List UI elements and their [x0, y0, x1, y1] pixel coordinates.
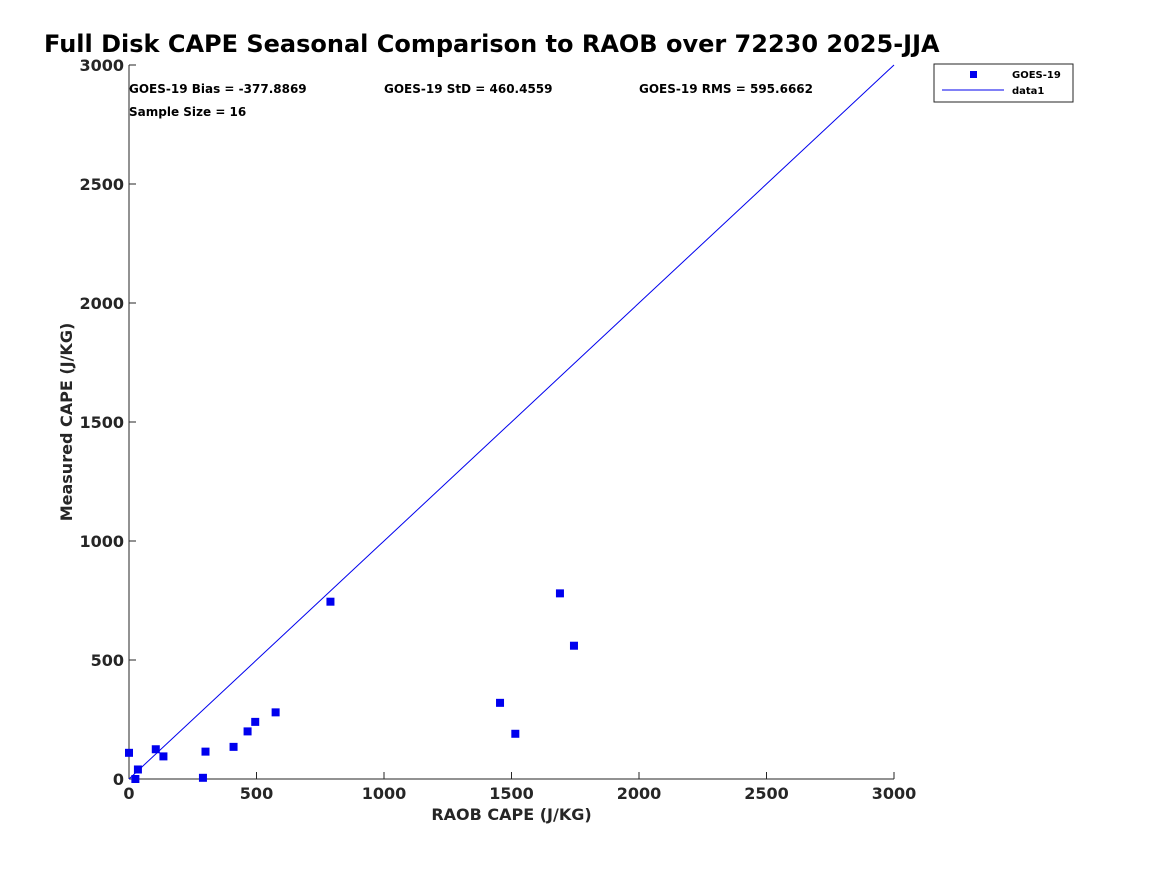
- x-tick-label: 0: [123, 784, 134, 803]
- series-line-data1: [128, 64, 895, 780]
- stat-bias: GOES-19 Bias = -377.8869: [129, 82, 307, 96]
- y-tick-label: 2000: [79, 294, 124, 313]
- y-tick-label: 1000: [79, 532, 124, 551]
- stat-rms: GOES-19 RMS = 595.6662: [639, 82, 813, 96]
- data-point: [243, 727, 252, 736]
- x-tick-label: 2500: [744, 784, 789, 803]
- plot-area: [125, 64, 895, 783]
- data-point: [198, 773, 207, 782]
- y-axis-label: Measured CAPE (J/KG): [57, 323, 76, 522]
- stat-sample-size: Sample Size = 16: [129, 105, 246, 119]
- data-point: [271, 708, 280, 717]
- data-point: [229, 742, 238, 751]
- data-point: [555, 589, 564, 598]
- legend-marker-square: [970, 71, 977, 78]
- legend: GOES-19 data1: [933, 63, 1074, 103]
- stat-std: GOES-19 StD = 460.4559: [384, 82, 553, 96]
- data-point: [496, 698, 505, 707]
- y-tick-label: 500: [91, 651, 124, 670]
- y-tick-label: 3000: [79, 56, 124, 75]
- legend-label-goes19: GOES-19: [1012, 70, 1061, 81]
- data-point: [569, 641, 578, 650]
- data-point: [125, 748, 133, 757]
- x-tick-label: 3000: [872, 784, 917, 803]
- data-point: [511, 729, 520, 738]
- ticks: 0 500 1000 1500 2000 2500 3000 0 500 1000 1500 2000…: [79, 56, 916, 803]
- data-point: [159, 752, 168, 761]
- y-tick-label: 2500: [79, 175, 124, 194]
- x-tick-label: 1500: [489, 784, 534, 803]
- chart-title: Full Disk CAPE Seasonal Comparison to RA…: [44, 30, 940, 58]
- y-tick-label: 1500: [79, 413, 124, 432]
- x-axis-label: RAOB CAPE (J/KG): [431, 805, 591, 824]
- data-point: [151, 745, 160, 754]
- x-tick-label: 500: [240, 784, 273, 803]
- y-tick-label: 0: [113, 770, 124, 789]
- x-tick-label: 2000: [617, 784, 662, 803]
- data-point: [251, 717, 260, 726]
- data-point: [133, 765, 142, 774]
- x-tick-label: 1000: [362, 784, 407, 803]
- data-point: [131, 775, 140, 783]
- legend-box: [933, 63, 1074, 103]
- data-point: [201, 747, 210, 756]
- legend-label-data1: data1: [1012, 86, 1044, 97]
- data-point: [326, 597, 335, 606]
